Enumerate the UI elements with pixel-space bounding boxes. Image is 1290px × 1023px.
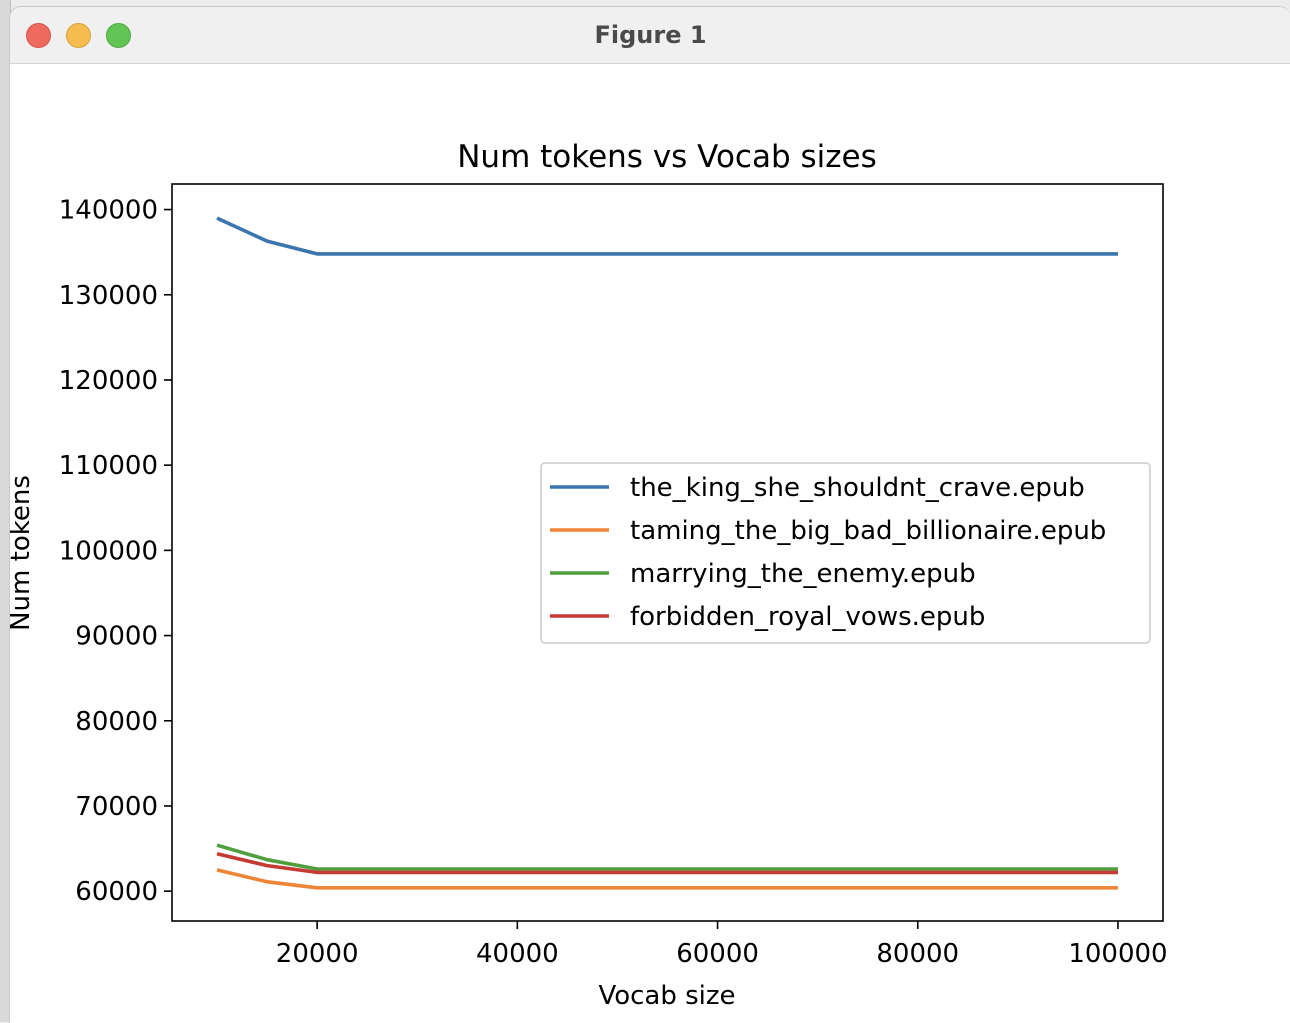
zoom-button[interactable] xyxy=(106,23,131,48)
series-line-4 xyxy=(216,851,1118,875)
y-tick-label: 80000 xyxy=(75,707,158,737)
figure-window: Figure 1 Num tokens vs Vocab sizes 60000… xyxy=(9,6,1290,1023)
window-title: Figure 1 xyxy=(594,21,707,49)
x-tick-label: 60000 xyxy=(676,939,759,969)
legend-label: marrying_the_enemy.epub xyxy=(630,559,976,589)
x-tick-label: 100000 xyxy=(1068,939,1167,969)
title-bar[interactable]: Figure 1 xyxy=(10,7,1290,64)
y-axis-label: Num tokens xyxy=(10,475,36,631)
plot-area xyxy=(171,183,1164,922)
legend-label: forbidden_royal_vows.epub xyxy=(630,602,985,632)
x-axis: 20000 40000 60000 80000 100000 xyxy=(276,921,1168,969)
y-tick-label: 100000 xyxy=(59,536,158,566)
y-tick-label: 90000 xyxy=(75,622,158,652)
line-chart: Num tokens vs Vocab sizes 60000 70000 8000… xyxy=(10,139,1168,1011)
series-lines xyxy=(216,216,1118,890)
x-tick-label: 80000 xyxy=(876,939,959,969)
y-axis: 60000 70000 80000 90000 100000 110000 120000 13… xyxy=(59,196,172,907)
legend: the_king_she_shouldnt_crave.epub taming_t… xyxy=(540,462,1151,644)
minimize-button[interactable] xyxy=(66,23,91,48)
y-tick-label: 140000 xyxy=(59,196,158,226)
series-line-2 xyxy=(216,868,1118,890)
series-line-3 xyxy=(216,843,1118,871)
y-tick-label: 70000 xyxy=(75,792,158,822)
series-line-1 xyxy=(216,216,1118,256)
y-tick-label: 110000 xyxy=(59,451,158,481)
x-axis-label: Vocab size xyxy=(598,981,735,1011)
legend-label: taming_the_big_bad_billionaire.epub xyxy=(630,516,1106,546)
y-tick-label: 60000 xyxy=(75,877,158,907)
legend-box xyxy=(540,462,1151,644)
x-tick-label: 20000 xyxy=(276,939,359,969)
y-tick-label: 130000 xyxy=(59,281,158,311)
x-tick-label: 40000 xyxy=(476,939,559,969)
close-button[interactable] xyxy=(26,23,51,48)
chart-title: Num tokens vs Vocab sizes xyxy=(457,139,877,175)
legend-label: the_king_she_shouldnt_crave.epub xyxy=(630,473,1085,503)
y-tick-label: 120000 xyxy=(59,366,158,396)
